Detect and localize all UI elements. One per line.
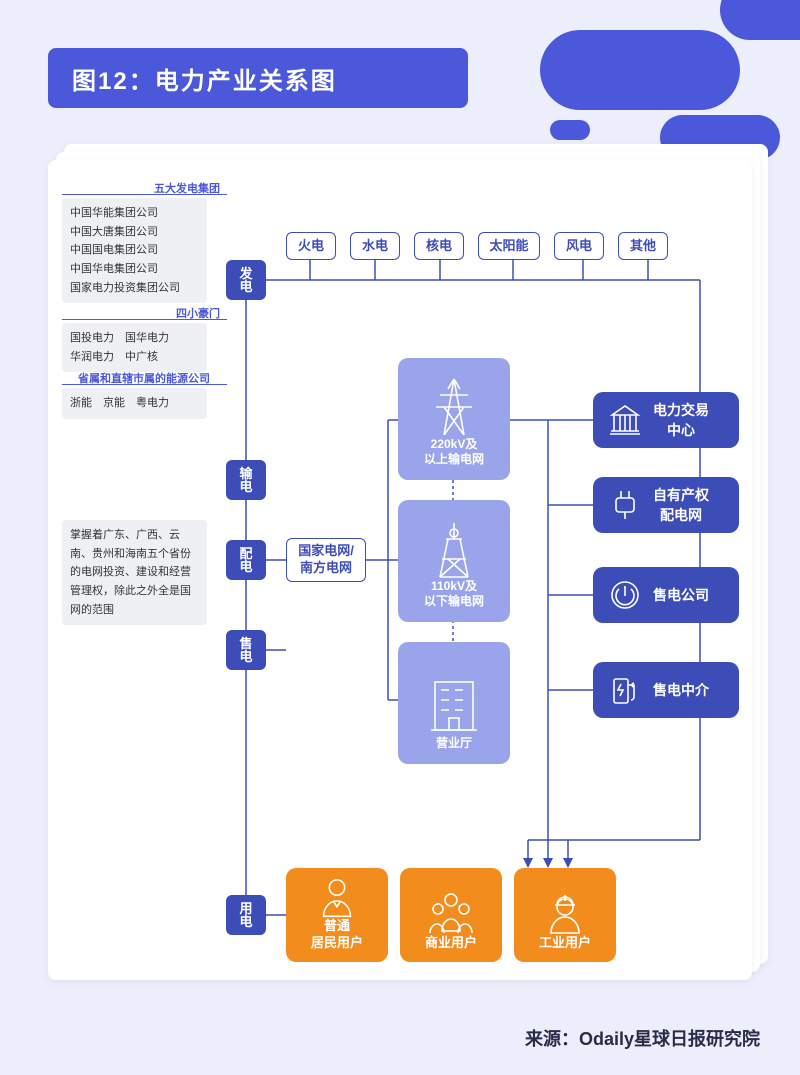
section-box: 浙能 京能 粤电力 bbox=[62, 388, 207, 419]
group-icon bbox=[428, 891, 474, 935]
list-item: 中国国电集团公司 bbox=[70, 241, 199, 260]
pcard-label: 220kV及 以上输电网 bbox=[424, 437, 484, 468]
section-divider bbox=[62, 384, 227, 385]
dcard-sales-co: 售电公司 bbox=[593, 567, 739, 623]
pcard-label: 110kV及 以下输电网 bbox=[424, 579, 484, 610]
dcard-label: 售电中介 bbox=[653, 680, 709, 700]
dcard-sales-agent: 售电中介 bbox=[593, 662, 739, 718]
section-divider bbox=[62, 194, 227, 195]
list-item: 国家电力投资集团公司 bbox=[70, 279, 199, 298]
worker-icon bbox=[545, 891, 585, 935]
ocard-label: 普通 居民用户 bbox=[311, 918, 363, 952]
pcard-label: 营业厅 bbox=[436, 736, 472, 752]
ocard-industrial: 工业用户 bbox=[514, 868, 616, 962]
list-item: 国投电力 国华电力 bbox=[70, 329, 199, 348]
list-item: 中国华能集团公司 bbox=[70, 204, 199, 223]
ocard-commercial: 商业用户 bbox=[400, 868, 502, 962]
stage-consumption: 用电 bbox=[226, 895, 266, 935]
stage-generation: 发电 bbox=[226, 260, 266, 300]
energy-type: 核电 bbox=[414, 232, 464, 260]
pcard-office: 营业厅 bbox=[398, 642, 510, 764]
charge-icon bbox=[608, 673, 642, 707]
power-icon bbox=[608, 578, 642, 612]
list-item: 浙能 京能 粤电力 bbox=[70, 394, 199, 413]
deco-blob bbox=[540, 30, 740, 110]
pcard-220kv: 220kV及 以上输电网 bbox=[398, 358, 510, 480]
tower-high-icon bbox=[430, 377, 478, 437]
dcard-label: 售电公司 bbox=[653, 585, 709, 605]
stage-transmission: 输电 bbox=[226, 460, 266, 500]
deco-blob bbox=[550, 120, 590, 140]
dcard-exchange: 电力交易 中心 bbox=[593, 392, 739, 448]
ocard-label: 商业用户 bbox=[425, 935, 477, 952]
ocard-residential: 普通 居民用户 bbox=[286, 868, 388, 962]
source-label: 来源：Odaily星球日报研究院 bbox=[525, 1025, 760, 1051]
person-icon bbox=[317, 876, 357, 918]
list-item: 中国大唐集团公司 bbox=[70, 223, 199, 242]
energy-type: 水电 bbox=[350, 232, 400, 260]
pcard-110kv: 110kV及 以下输电网 bbox=[398, 500, 510, 622]
section-box: 国投电力 国华电力 华润电力 中广核 bbox=[62, 323, 207, 372]
list-item: 华润电力 中广核 bbox=[70, 348, 199, 367]
dcard-private-grid: 自有产权 配电网 bbox=[593, 477, 739, 533]
left-note-box: 掌握着广东、广西、云南、贵州和海南五个省份的电网投资、建设和经营管理权，除此之外… bbox=[62, 520, 207, 625]
tower-low-icon bbox=[430, 519, 478, 579]
energy-type: 风电 bbox=[554, 232, 604, 260]
diagram-panel: 五大发电集团 中国华能集团公司 中国大唐集团公司 中国国电集团公司 中国华电集团… bbox=[48, 160, 752, 980]
energy-type: 太阳能 bbox=[478, 232, 540, 260]
section-divider bbox=[62, 319, 227, 320]
plug-icon bbox=[608, 488, 642, 522]
dcard-label: 电力交易 中心 bbox=[653, 400, 709, 440]
diagram-title: 图12：电力产业关系图 bbox=[48, 48, 468, 108]
stage-distribution: 配电 bbox=[226, 540, 266, 580]
ocard-label: 工业用户 bbox=[539, 935, 591, 952]
section-box: 中国华能集团公司 中国大唐集团公司 中国国电集团公司 中国华电集团公司 国家电力… bbox=[62, 198, 207, 303]
bank-icon bbox=[608, 403, 642, 437]
building-icon bbox=[427, 674, 481, 736]
dcard-label: 自有产权 配电网 bbox=[653, 485, 709, 525]
deco-blob bbox=[720, 0, 800, 40]
stage-sales: 售电 bbox=[226, 630, 266, 670]
energy-type: 其他 bbox=[618, 232, 668, 260]
list-item: 中国华电集团公司 bbox=[70, 260, 199, 279]
grid-company-box: 国家电网/ 南方电网 bbox=[286, 538, 366, 582]
energy-type: 火电 bbox=[286, 232, 336, 260]
